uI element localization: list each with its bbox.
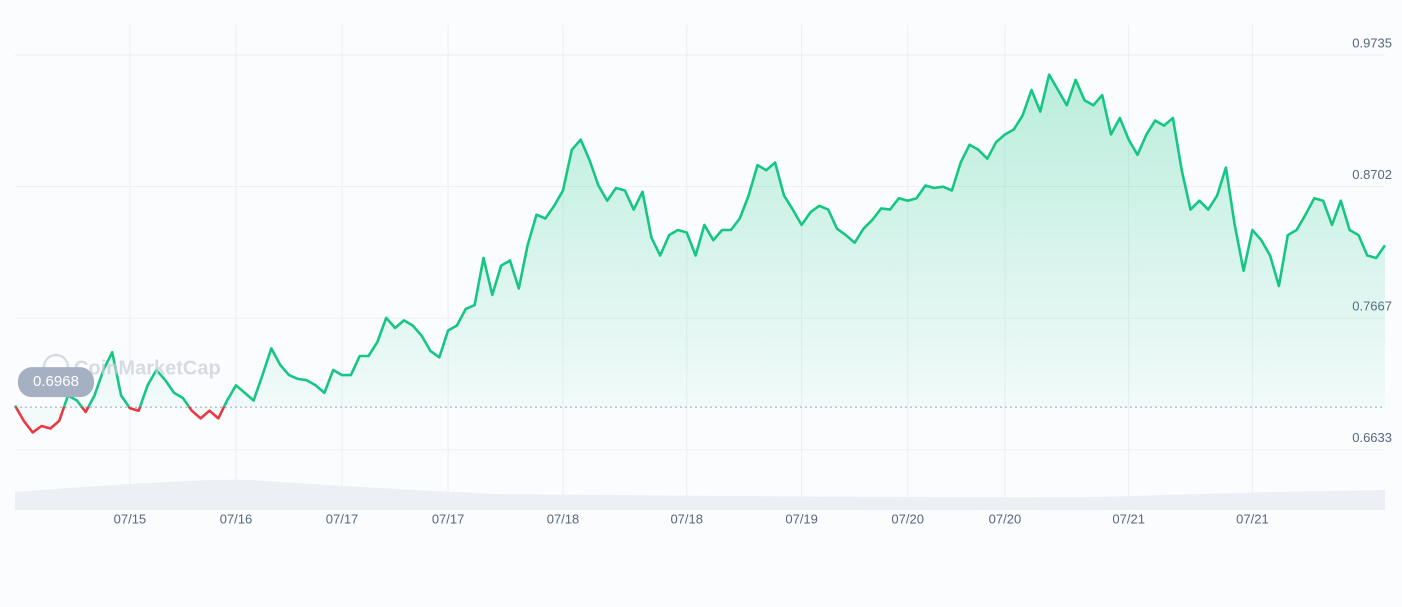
x-tick-label: 07/20 — [891, 511, 924, 526]
watermark: CoinMarketCap — [74, 357, 221, 379]
baseline-badge — [18, 367, 94, 398]
y-tick-label: 0.8702 — [1352, 167, 1392, 182]
x-tick-label: 07/19 — [785, 511, 818, 526]
x-tick-label: 07/17 — [326, 511, 359, 526]
x-tick-label: 07/18 — [670, 511, 703, 526]
baseline-label: 0.6968 — [33, 373, 79, 390]
x-tick-label: 07/21 — [1236, 511, 1269, 526]
price-line — [13, 73, 1387, 434]
x-tick-label: 07/15 — [114, 511, 147, 526]
x-tick-label: 07/16 — [220, 511, 253, 526]
y-tick-label: 0.6633 — [1352, 430, 1392, 445]
price-area — [15, 74, 1385, 433]
y-tick-label: 0.9735 — [1352, 35, 1392, 50]
volume-band — [15, 479, 1385, 510]
x-tick-label: 07/20 — [989, 511, 1022, 526]
x-tick-label: 07/17 — [432, 511, 465, 526]
x-tick-label: 07/18 — [547, 511, 580, 526]
x-tick-label: 07/21 — [1112, 511, 1145, 526]
